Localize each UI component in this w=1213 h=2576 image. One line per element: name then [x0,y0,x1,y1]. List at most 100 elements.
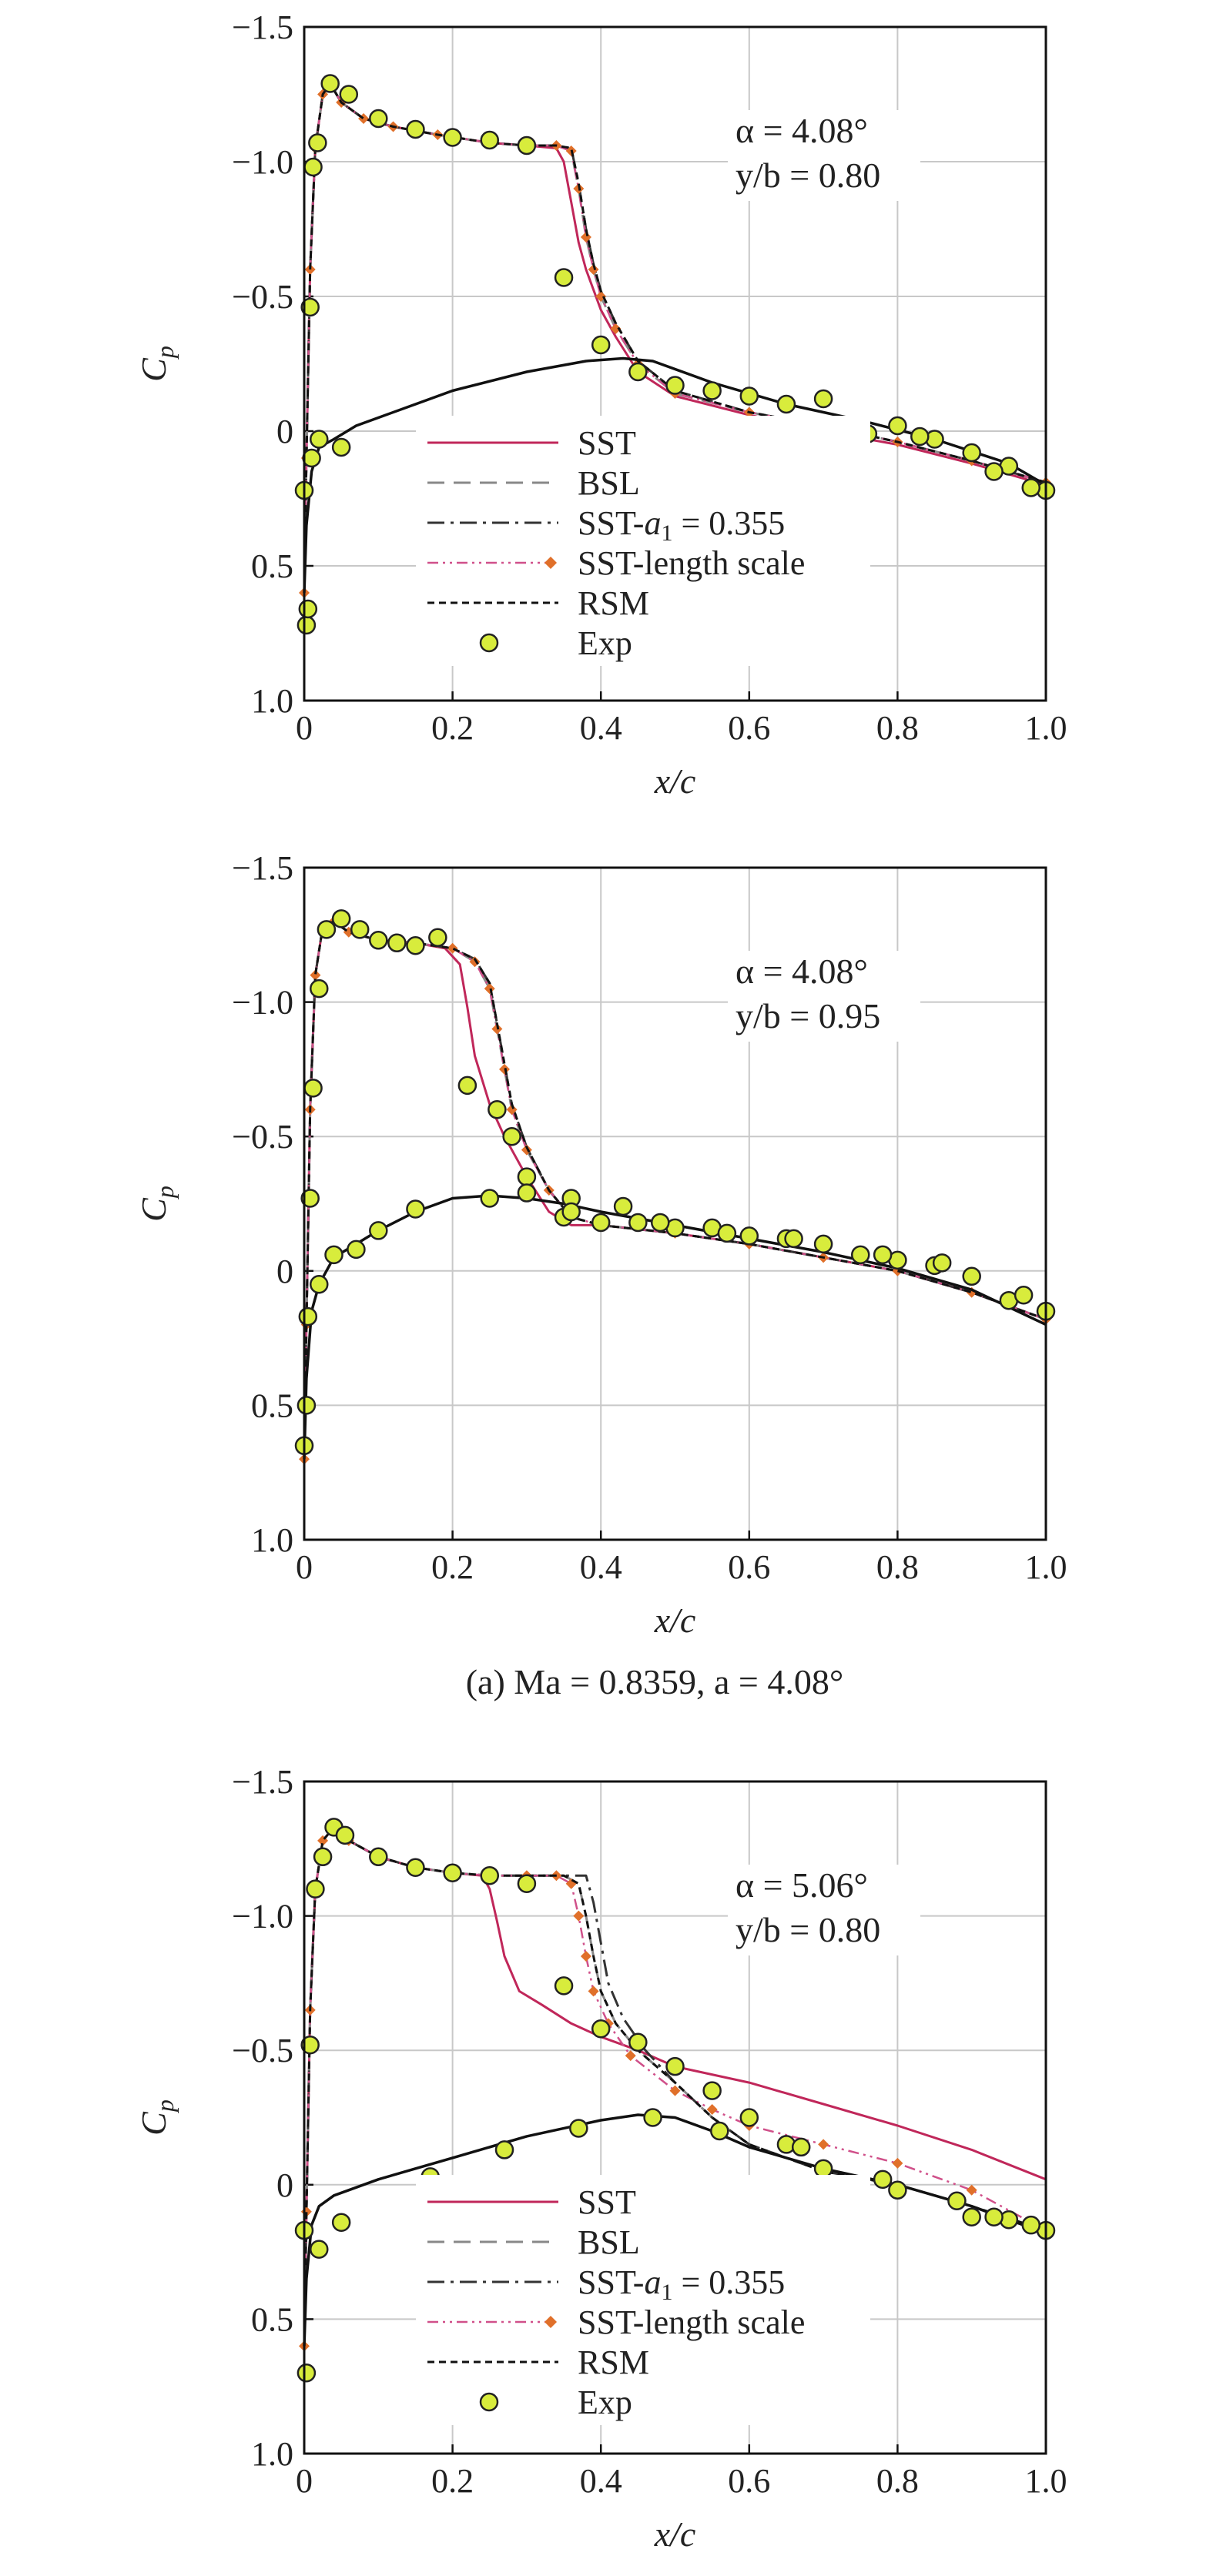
length-scale-marker [706,2104,718,2116]
plot-frame [303,1780,1047,2455]
length-scale-marker [966,2184,977,2196]
y-tick-label: 0.5 [251,2300,293,2338]
chart-panel-2: −1.5 −1.0 −0.5 0 0.5 1.0 0 0.2 0.4 0.6 0… [134,849,1067,1640]
exp-data-point [303,1079,323,1098]
exp-data-point [300,1189,320,1208]
y-tick-label: −1.0 [232,143,293,181]
x-tick-label: 0.8 [876,1548,919,1586]
exp-data-point [628,1213,648,1233]
x-tick-label: 0.2 [431,2462,474,2500]
y-tick-label: 0.5 [251,547,293,585]
exp-data-point [591,1213,611,1233]
x-tick-label: 0.4 [580,1548,622,1586]
exp-data-point [297,2363,317,2383]
x-tick-label: 1.0 [1025,709,1067,747]
figure-caption: (a) Ma = 0.8359, a = 4.08° [466,1662,844,1701]
annotation-line: y/b = 0.80 [736,156,880,195]
exp-data-point [932,1253,952,1273]
annotation-line: α = 4.08° [736,111,868,150]
exp-data-point [873,2170,893,2190]
legend-background [416,416,870,666]
annotation-line: y/b = 0.95 [736,996,880,1035]
length-scale-marker [580,232,591,243]
exp-data-point [369,109,388,129]
annotation-line: α = 5.06° [736,1865,868,1905]
exp-data-point [910,427,930,447]
exp-data-point [962,443,981,463]
legend-label: SST-a1 = 0.355 [578,504,785,546]
y-tick-label: 1.0 [251,682,293,720]
legend-item-rsm: RSM [427,2343,649,2381]
y-tick-label: −0.5 [232,278,293,316]
exp-data-point [457,1076,477,1096]
exp-data-point [561,1202,581,1222]
y-tick-label: −0.5 [232,2032,293,2069]
series-group [294,1818,1056,2383]
legend: SST BSL SST-a1 = 0.355 SST-length scale … [416,2175,870,2425]
y-tick-labels: −1.5 −1.0 −0.5 0 0.5 1.0 [232,1763,293,2473]
exp-data-point [303,157,323,177]
exp-data-point [1021,2215,1040,2235]
y-tick-label: 0.5 [251,1387,293,1424]
y-tick-label: 0 [276,1253,293,1290]
x-tick-label: 0.2 [431,709,474,747]
exp-data-point [873,1245,893,1265]
exp-data-point [888,416,907,436]
legend-label: Exp [578,624,632,662]
y-tick-label: 1.0 [251,1521,293,1559]
series-group [294,909,1056,1465]
chart-panel-3: −1.5 −1.0 −0.5 0 0.5 1.0 0 0.2 0.4 0.6 0… [134,1763,1067,2554]
legend-label: SST-length scale [578,544,805,582]
length-scale-marker [625,2050,636,2062]
condition-annotation: α = 4.08° y/b = 0.95 [728,951,920,1042]
length-scale-marker [573,1910,585,1922]
annotation-background [728,951,920,1042]
y-tick-label: 0 [276,2166,293,2204]
exp-data-point [962,2207,981,2226]
x-tick-label: 0.8 [876,709,919,747]
exp-data-point [310,2240,329,2259]
legend-item-exp: Exp [479,2384,632,2421]
exp-data-point [502,1126,521,1146]
chart-panel-1: −1.5 −1.0 −0.5 0 0.5 1.0 0 0.2 0.4 0.6 0… [134,8,1067,801]
exp-data-point [310,1275,329,1294]
legend-swatch-marker [545,2316,557,2328]
exp-data-point [643,2108,662,2127]
x-tick-labels: 0 0.2 0.4 0.6 0.8 1.0 [296,2462,1067,2500]
exp-data-point [554,268,574,287]
exp-data-point [739,386,759,406]
legend-item-exp: Exp [479,624,632,662]
exp-data-point [517,1167,537,1186]
exp-data-point [313,1847,333,1867]
exp-data-point [1021,478,1040,497]
exp-data-point [628,2032,648,2052]
exp-data-point [306,1879,325,1899]
length-scale-marker [580,1950,591,1962]
plot-frame [303,25,1047,702]
exp-data-point [1014,1285,1034,1305]
exp-data-point [569,2119,588,2138]
exp-data-point [480,1189,499,1208]
exp-data-point [480,1865,499,1885]
y-axis-label: Cp [134,2099,179,2136]
exp-data-point [443,128,462,147]
legend-label: BSL [578,464,640,502]
exp-data-point [813,389,833,409]
exp-data-point [710,2121,729,2141]
exp-data-point [717,1223,737,1243]
exp-data-point [310,979,329,999]
exp-data-point [488,1100,507,1119]
legend-label: RSM [578,2343,649,2381]
x-tick-labels: 0 0.2 0.4 0.6 0.8 1.0 [296,709,1067,747]
exp-data-point [591,335,611,355]
legend-item-sst-length-scale: SST-length scale [427,2303,805,2341]
exp-data-point [665,376,685,395]
exp-data-point [369,1221,388,1240]
exp-data-point [298,1306,318,1326]
exp-data-point [335,1825,355,1845]
legend-label: SST [578,2183,636,2221]
annotation-line: y/b = 0.80 [736,1910,880,1949]
legend: SST BSL SST-a1 = 0.355 SST-length scale … [416,416,870,666]
exp-data-point [480,130,499,150]
